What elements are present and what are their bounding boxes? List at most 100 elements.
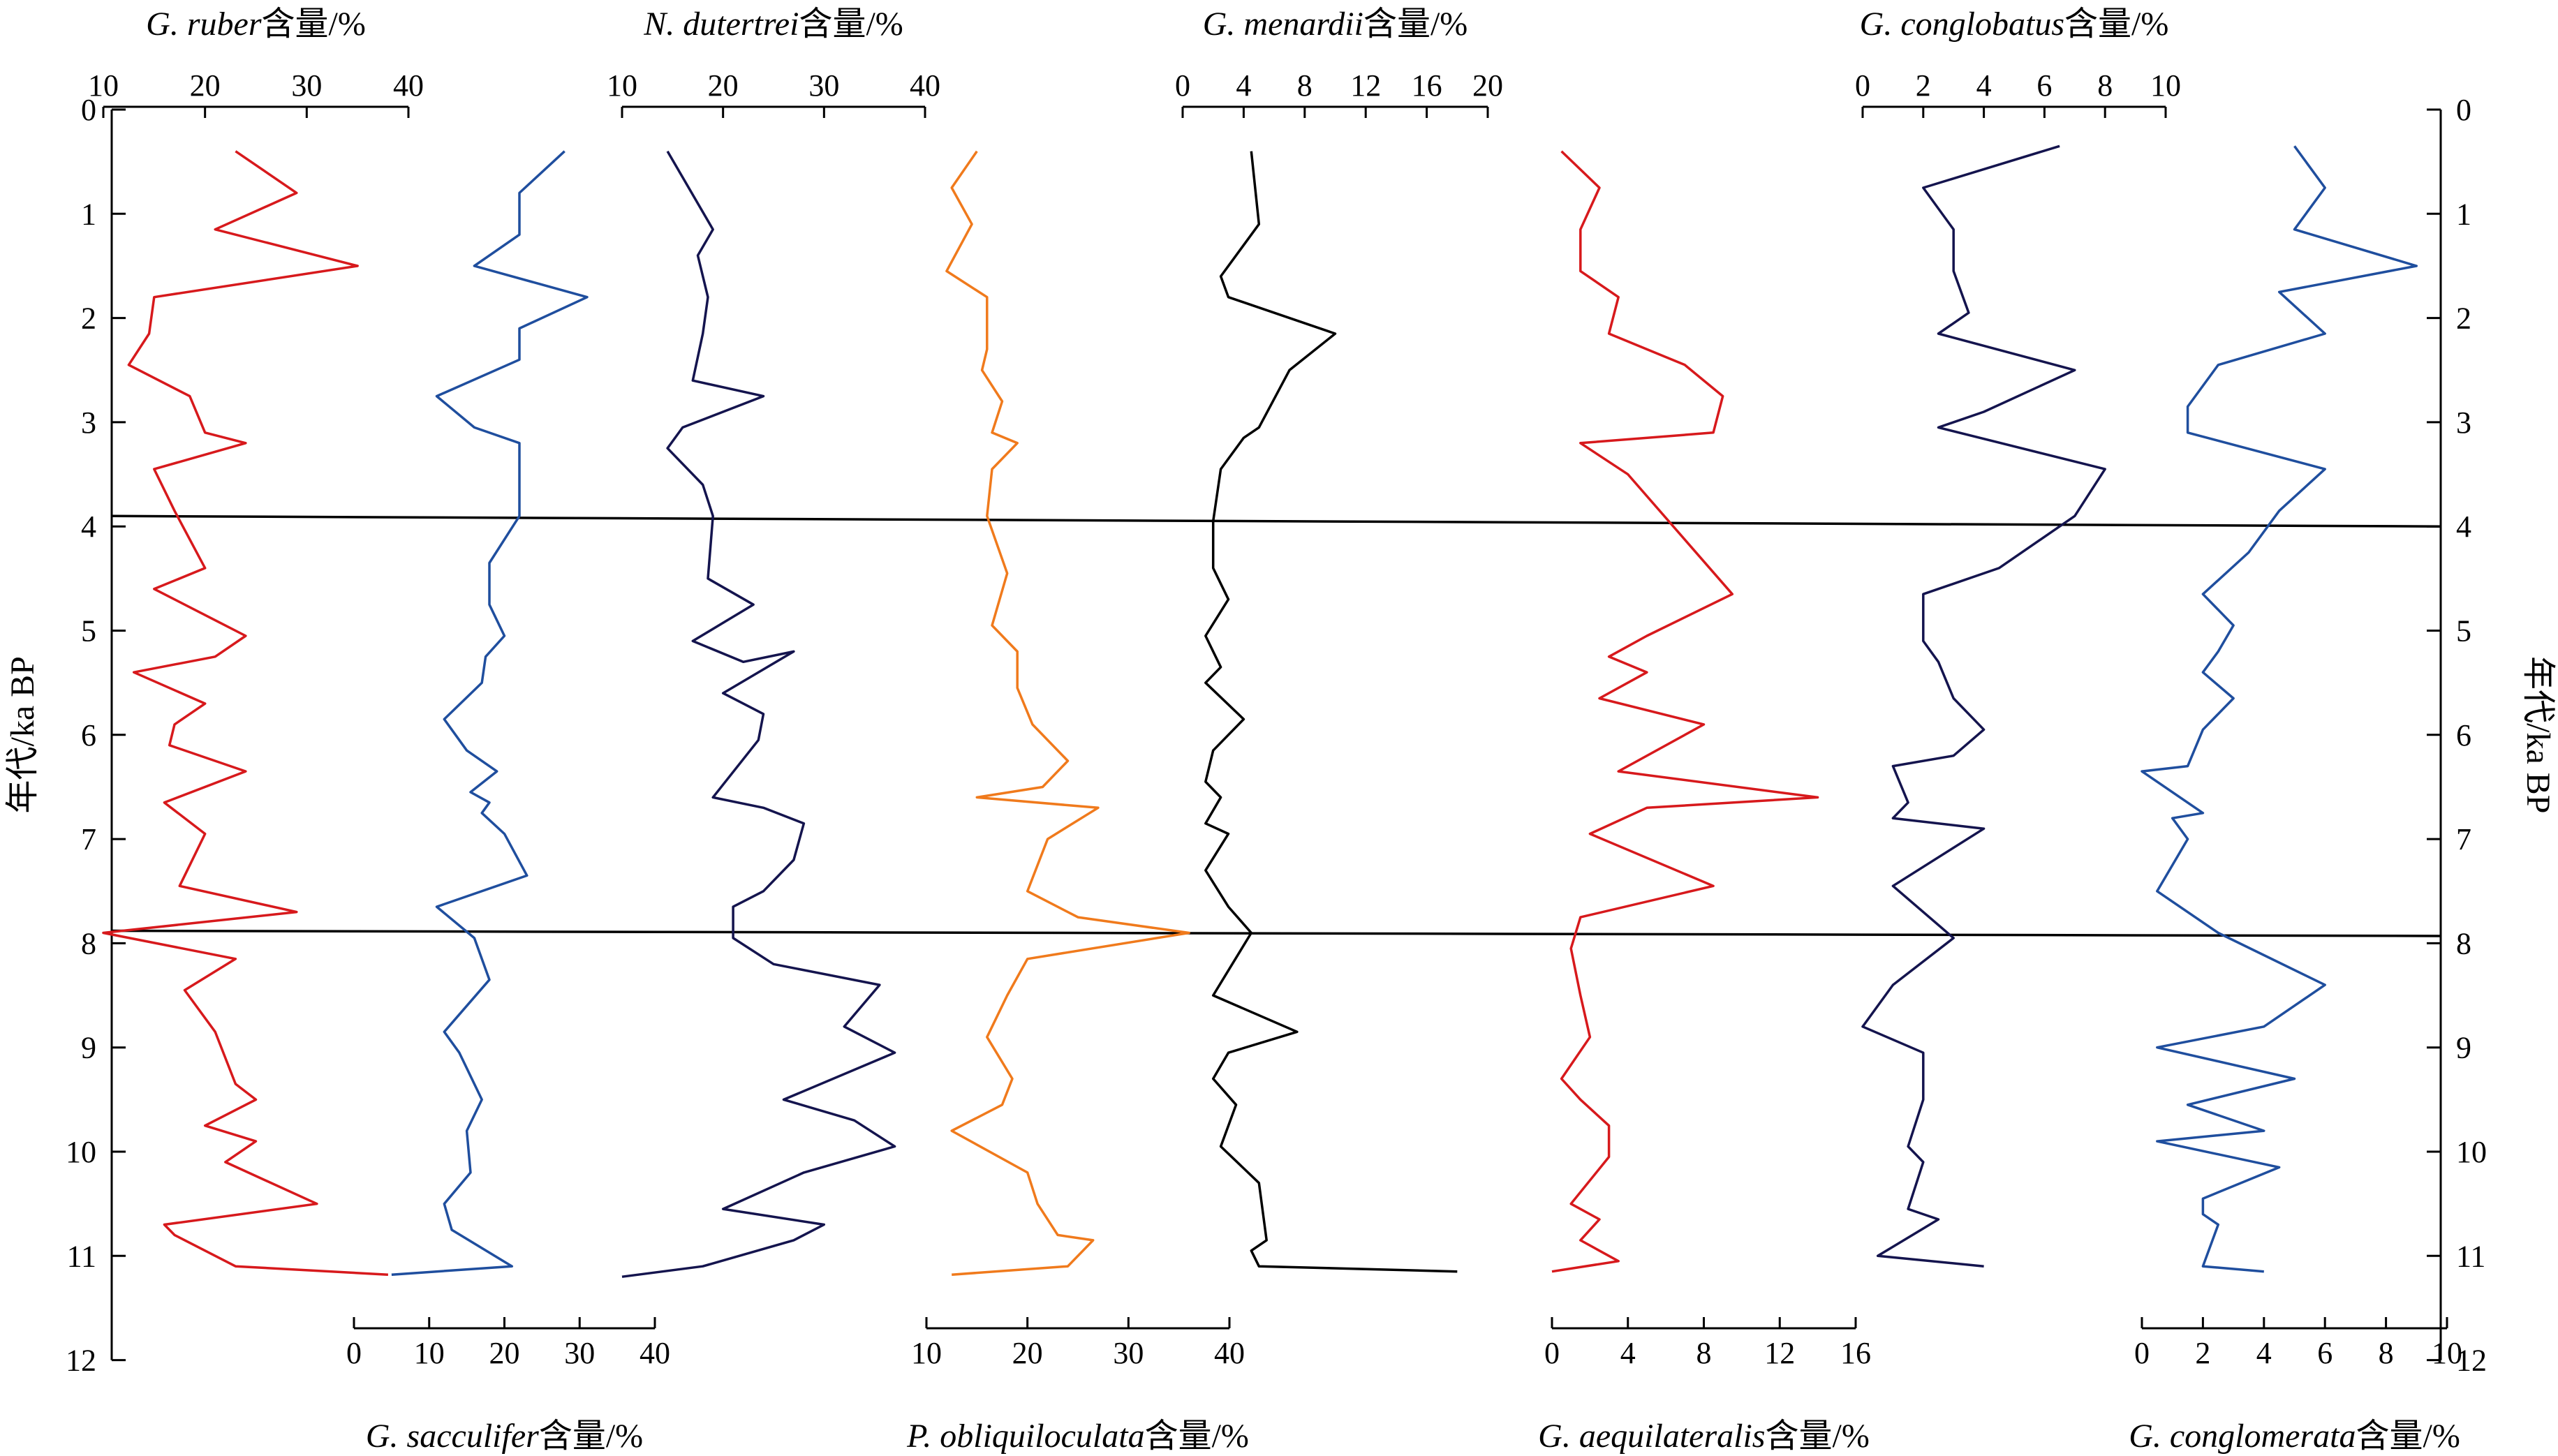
x-axis-title-g-conglomerata: G. conglomerata含量/%	[2129, 1418, 2460, 1455]
y-axis-left-tick-label: 11	[67, 1239, 96, 1273]
x-tick-label-p-obliquiloculata: 40	[1214, 1336, 1245, 1370]
x-tick-label-g-menardii: 0	[1175, 68, 1190, 103]
y-axis-left-tick-label: 5	[81, 614, 96, 648]
y-axis-left-tick-label: 6	[81, 718, 96, 752]
x-axis-title-unit: 含量/%	[2064, 6, 2168, 43]
x-axis-title-species: G. sacculifer	[366, 1418, 539, 1455]
x-axis-title-unit: 含量/%	[1363, 6, 1467, 43]
y-axis-left-tick-label: 3	[81, 406, 96, 440]
x-tick-label-g-aequilateralis: 12	[1764, 1336, 1795, 1370]
x-axis-title-unit: 含量/%	[2356, 1418, 2460, 1455]
x-axis-title-g-sacculifer: G. sacculifer含量/%	[366, 1418, 643, 1455]
y-axis-left-tick-label: 7	[81, 822, 96, 856]
x-axis-title-species: G. ruber	[146, 6, 262, 43]
y-axis-right-tick-label: 8	[2456, 926, 2471, 960]
y-axis-right-tick-label: 9	[2456, 1031, 2471, 1065]
x-tick-label-g-ruber: 20	[190, 68, 221, 103]
y-axis-right-tick-label: 11	[2456, 1239, 2485, 1273]
panel-g-menardii: 0 4 8 12 16 20 G. menardii含量/%	[1175, 6, 1503, 1273]
x-axis-title-n-dutertrei: N. dutertrei含量/%	[643, 6, 903, 43]
y-axis-right-tick-label: 5	[2456, 614, 2471, 648]
y-axis-left-tick-label: 9	[81, 1031, 96, 1065]
series-line-g-menardii	[1204, 151, 1458, 1273]
x-tick-label-g-conglomerata: 0	[2134, 1336, 2150, 1370]
y-axis-left-tick-label: 12	[66, 1344, 96, 1378]
x-tick-label-n-dutertrei: 10	[607, 68, 637, 103]
series-line-g-conglomerata	[2141, 145, 2418, 1273]
x-axis-title-unit: 含量/%	[799, 6, 903, 43]
x-tick-label-g-sacculifer: 0	[346, 1336, 362, 1370]
y-axis-right-tick-label: 12	[2456, 1344, 2487, 1378]
x-tick-label-g-sacculifer: 10	[414, 1336, 445, 1370]
boundary-line-1	[111, 514, 2441, 528]
x-tick-label-g-conglobatus: 0	[1855, 68, 1870, 103]
panel-g-sacculifer: 0 10 20 30 40 G. sacculifer含量/%	[346, 150, 670, 1455]
y-axis-left-title: 年代/ka BP	[4, 656, 41, 813]
y-axis-left-tick-label: 10	[66, 1135, 96, 1169]
x-axis-title-unit: 含量/%	[539, 1418, 643, 1455]
y-axis-right-tick-label: 1	[2456, 197, 2471, 231]
x-tick-label-g-ruber: 40	[393, 68, 424, 103]
boundary-line-2	[111, 929, 2441, 937]
y-axis-left-tick-label: 0	[81, 93, 96, 127]
panel-g-conglobatus: 0 2 4 6 8 10 G. conglobatus含量/%	[1855, 6, 2181, 1268]
x-axis-title-unit: 含量/%	[262, 6, 366, 43]
y-axis-right-tick-label: 2	[2456, 302, 2471, 336]
x-tick-label-g-aequilateralis: 8	[1696, 1336, 1712, 1370]
panel-n-dutertrei: 10 20 30 40N. dutertrei含量/%	[607, 6, 940, 1278]
x-axis-title-species: G. conglobatus	[1860, 6, 2064, 43]
y-axis-left-tick-label: 2	[81, 302, 96, 336]
x-tick-label-g-sacculifer: 30	[564, 1336, 595, 1370]
x-tick-label-g-conglomerata: 8	[2379, 1336, 2394, 1370]
x-tick-label-g-menardii: 4	[1236, 68, 1251, 103]
series-line-n-dutertrei	[621, 150, 896, 1278]
x-tick-label-g-conglomerata: 10	[2432, 1336, 2462, 1370]
x-tick-label-n-dutertrei: 40	[910, 68, 940, 103]
x-axis-title-species: G. conglomerata	[2129, 1418, 2356, 1455]
series-line-p-obliquiloculata	[945, 150, 1190, 1276]
y-axis-left-tick-label: 4	[81, 510, 96, 544]
x-axis-title-g-aequilateralis: G. aequilateralis含量/%	[1538, 1418, 1870, 1455]
series-line-g-sacculifer	[391, 150, 589, 1276]
panel-g-ruber: 10 20 30 40 G. ruber含量/%	[88, 6, 424, 1276]
x-tick-label-g-ruber: 10	[88, 68, 119, 103]
x-tick-label-g-conglobatus: 6	[2036, 68, 2052, 103]
x-axis-title-g-conglobatus: G. conglobatus含量/%	[1860, 6, 2169, 43]
x-tick-label-g-conglobatus: 2	[1916, 68, 1931, 103]
y-axis-left-tick-label: 1	[81, 197, 96, 231]
x-tick-label-g-ruber: 30	[291, 68, 322, 103]
y-axis-right-tick-label: 0	[2456, 93, 2471, 127]
panel-p-obliquiloculata: 10 20 30 40 P. obliquiloculata含量/%	[906, 150, 1249, 1455]
x-tick-label-g-conglomerata: 4	[2256, 1336, 2272, 1370]
y-axis-left-tick-label: 8	[81, 926, 96, 960]
x-tick-label-g-aequilateralis: 4	[1620, 1336, 1636, 1370]
x-tick-label-g-aequilateralis: 0	[1544, 1336, 1560, 1370]
x-axis-title-p-obliquiloculata: P. obliquiloculata含量/%	[906, 1418, 1249, 1455]
panel-g-conglomerata: 0 2 4 6 8 10 G. conglomerata含量/%	[2129, 145, 2462, 1455]
x-axis-title-unit: 含量/%	[1765, 1418, 1869, 1455]
x-tick-label-g-menardii: 12	[1350, 68, 1381, 103]
x-axis-title-species: N. dutertrei	[643, 6, 799, 43]
x-axis-title-species: G. menardii	[1203, 6, 1363, 43]
x-tick-label-g-sacculifer: 40	[640, 1336, 670, 1370]
x-tick-label-g-conglomerata: 2	[2195, 1336, 2210, 1370]
x-tick-label-g-menardii: 8	[1297, 68, 1313, 103]
y-axis-right-title: 年代/ka BP	[2520, 656, 2557, 813]
x-tick-label-g-menardii: 20	[1472, 68, 1503, 103]
y-axis-right-tick-label: 7	[2456, 822, 2471, 856]
x-tick-label-p-obliquiloculata: 20	[1012, 1336, 1043, 1370]
x-tick-label-n-dutertrei: 30	[808, 68, 839, 103]
x-tick-label-n-dutertrei: 20	[708, 68, 739, 103]
series-line-g-conglobatus	[1861, 144, 2106, 1268]
series-line-g-aequilateralis	[1551, 150, 1819, 1273]
x-axis-title-unit: 含量/%	[1145, 1418, 1249, 1455]
panel-g-aequilateralis: 0 4 8 12 16 G. aequilateralis含量/%	[1538, 150, 1871, 1455]
y-axis-right-tick-label: 4	[2456, 510, 2471, 544]
x-tick-label-g-menardii: 16	[1412, 68, 1442, 103]
x-tick-label-g-conglobatus: 8	[2097, 68, 2113, 103]
y-axis-right-tick-label: 10	[2456, 1135, 2487, 1169]
x-tick-label-g-conglomerata: 6	[2317, 1336, 2332, 1370]
x-tick-label-g-sacculifer: 20	[489, 1336, 520, 1370]
